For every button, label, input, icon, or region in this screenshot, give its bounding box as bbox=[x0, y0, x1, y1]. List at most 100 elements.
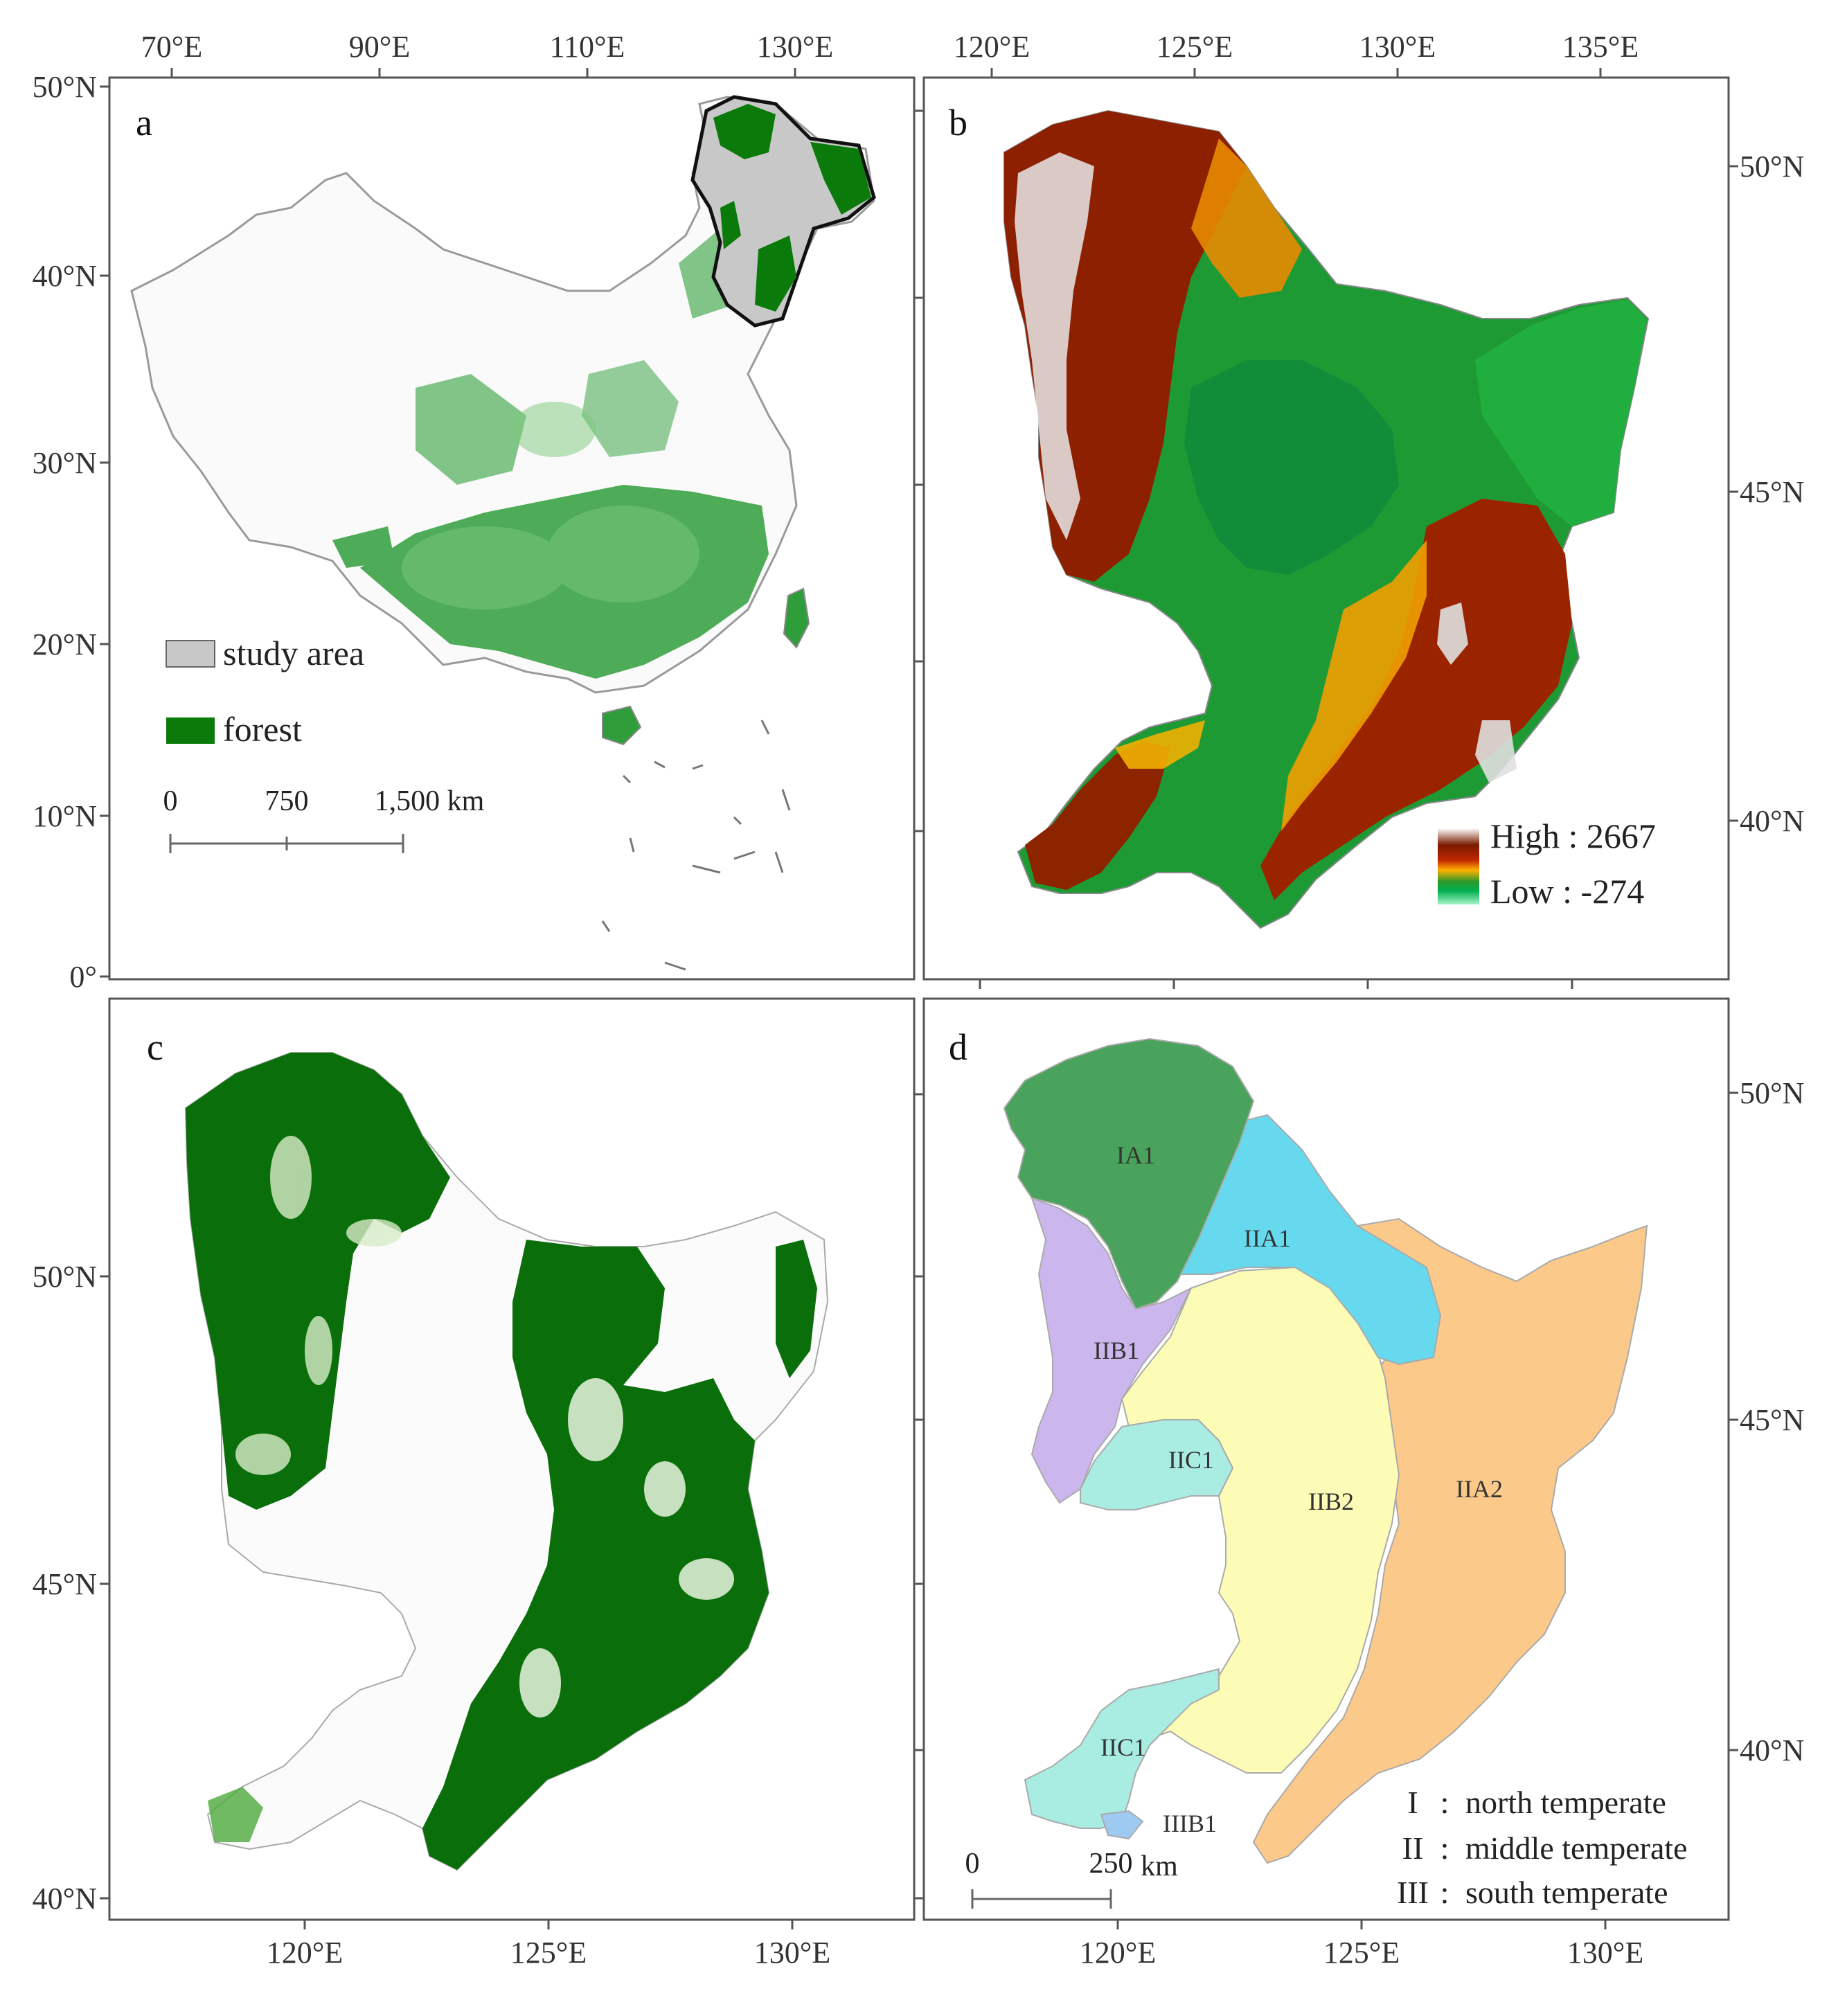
zone-separator: : bbox=[1440, 1830, 1449, 1866]
scale-label-zero: 0 bbox=[965, 1848, 980, 1880]
dem-sw-mountains bbox=[1025, 741, 1170, 890]
panel-c-left-axis: 50°N 45°N 40°N bbox=[33, 1260, 109, 1916]
tick-label-lon: 125°E bbox=[1157, 30, 1233, 64]
elevation-legend: High : 2667 Low : -274 bbox=[1438, 817, 1656, 911]
region-label-iib1: IIB1 bbox=[1094, 1337, 1139, 1364]
elevation-color-ramp bbox=[1438, 828, 1479, 904]
scale-label-end: 250 bbox=[1089, 1848, 1133, 1880]
dem-sw-orange bbox=[1115, 720, 1205, 769]
region-ia1 bbox=[1003, 1037, 1255, 1310]
region-iia1 bbox=[1176, 1114, 1442, 1366]
panel-b: b 120°E 125°E 130°E 135°E 50°N 45°N 40°N bbox=[922, 30, 1804, 989]
panel-a-legend: study area forest bbox=[166, 634, 364, 749]
legend-label-forest: forest bbox=[223, 710, 302, 749]
panel-d-letter: d bbox=[949, 1026, 967, 1068]
temperate-zone-key: I : north temperate II : middle temperat… bbox=[1397, 1785, 1688, 1910]
region-labels: IA1 IIA1 IIB1 IIC1 IIB2 IIA2 IIC1 IIIB1 bbox=[1094, 1141, 1503, 1837]
panel-a: a 70°E 90°E 110°E 130°E 50°N 40°N 30°N 2… bbox=[33, 30, 924, 994]
legend-swatch-forest bbox=[166, 717, 215, 744]
zone-name: middle temperate bbox=[1465, 1830, 1688, 1866]
study-area-forest bbox=[713, 104, 871, 312]
zone-numeral: II bbox=[1402, 1830, 1424, 1866]
panel-b-top-axis: 120°E 125°E 130°E 135°E bbox=[954, 30, 1639, 78]
tick-label-lat: 40°N bbox=[1740, 804, 1804, 838]
region-label-iib2: IIB2 bbox=[1308, 1488, 1354, 1515]
zone-numeral: III bbox=[1397, 1875, 1429, 1910]
zone-name: south temperate bbox=[1465, 1875, 1668, 1910]
panel-d: d 50°N 45°N 40°N 120°E 125°E 130°E bbox=[914, 997, 1804, 1970]
region-iic1-north bbox=[1080, 1419, 1234, 1510]
tick-label-lat: 10°N bbox=[33, 799, 97, 833]
zone-separator: : bbox=[1440, 1785, 1449, 1820]
tick-label-lon: 130°E bbox=[754, 1936, 830, 1970]
region-label-ia1: IA1 bbox=[1116, 1141, 1155, 1169]
panel-d-left-ticks bbox=[914, 1093, 924, 1900]
forest-east bbox=[422, 1240, 769, 1870]
region-iiib1 bbox=[1100, 1810, 1144, 1840]
region-label-iia2: IIA2 bbox=[1456, 1475, 1503, 1503]
scale-label-end: 1,500 km bbox=[375, 785, 485, 817]
region-label-iiib1: IIIB1 bbox=[1163, 1810, 1217, 1837]
region-iib1 bbox=[1030, 1197, 1193, 1504]
tick-label-lon: 130°E bbox=[1359, 30, 1436, 64]
forest-southwest bbox=[208, 1787, 263, 1842]
tick-label-lat: 45°N bbox=[1740, 1403, 1804, 1437]
tick-label-lat: 45°N bbox=[33, 1567, 97, 1601]
legend-label-study-area: study area bbox=[223, 634, 364, 672]
elevation-low-label: Low : -274 bbox=[1490, 872, 1644, 911]
tick-label-lon: 130°E bbox=[1567, 1936, 1643, 1970]
light-forest-texture bbox=[402, 402, 699, 609]
elevation-high-label: High : 2667 bbox=[1490, 817, 1656, 855]
region-iic1-south bbox=[1024, 1668, 1220, 1829]
tick-label-lat: 50°N bbox=[33, 1260, 97, 1294]
tick-label-lon: 120°E bbox=[1080, 1936, 1156, 1970]
tick-label-lon: 125°E bbox=[510, 1936, 587, 1970]
tick-label-lat: 0° bbox=[69, 960, 97, 994]
scale-label-mid: 750 bbox=[265, 785, 309, 817]
tick-label-lat: 50°N bbox=[33, 70, 97, 104]
scale-label-unit: km bbox=[1141, 1850, 1178, 1882]
panel-d-bottom-axis: 120°E 125°E 130°E bbox=[1080, 1920, 1643, 1970]
tick-label-lat: 20°N bbox=[33, 627, 97, 661]
south-sea-islands bbox=[601, 720, 791, 971]
dem-orange-band-east bbox=[1281, 540, 1427, 831]
panel-b-right-axis: 50°N 45°N 40°N bbox=[1729, 150, 1804, 838]
tick-label-lon: 125°E bbox=[1323, 1936, 1400, 1970]
forest-northeast bbox=[776, 1240, 817, 1378]
dem-east-lowland bbox=[1475, 299, 1647, 526]
panel-c: c 50°N 45°N 40°N 120°E 125°E 130°E bbox=[33, 997, 916, 1970]
panel-c-bottom-axis: 120°E 125°E 130°E bbox=[267, 1920, 830, 1970]
dem-high-east bbox=[1260, 499, 1572, 900]
tick-label-lon: 110°E bbox=[550, 30, 625, 64]
dem-central-plain bbox=[1184, 360, 1399, 575]
tick-label-lat: 30°N bbox=[33, 446, 97, 480]
region-iia2 bbox=[1252, 1217, 1648, 1864]
tick-label-lon: 135°E bbox=[1562, 30, 1639, 64]
panel-b-letter: b bbox=[949, 102, 967, 143]
panel-b-bottom-ticks bbox=[979, 979, 1573, 989]
tick-label-lon: 70°E bbox=[141, 30, 202, 64]
region-label-iic1-north: IIC1 bbox=[1168, 1446, 1214, 1474]
tick-label-lat: 45°N bbox=[1740, 475, 1804, 509]
tick-label-lat: 50°N bbox=[1740, 1076, 1804, 1110]
tick-label-lat: 50°N bbox=[1740, 150, 1804, 184]
zone-numeral: I bbox=[1407, 1785, 1418, 1820]
tick-label-lat: 40°N bbox=[33, 259, 97, 293]
hainan-island bbox=[602, 705, 642, 746]
legend-swatch-study-area bbox=[166, 640, 215, 668]
region-label-iic1-south: IIC1 bbox=[1100, 1733, 1146, 1761]
panel-a-right-ticks bbox=[914, 109, 924, 832]
panel-d-right-axis: 50°N 45°N 40°N bbox=[1729, 1076, 1804, 1767]
dem-peaks-west bbox=[1015, 152, 1094, 540]
tick-label-lon: 130°E bbox=[757, 30, 833, 64]
panel-a-letter: a bbox=[136, 102, 152, 143]
zone-separator: : bbox=[1440, 1875, 1449, 1910]
panel-a-left-axis: 50°N 40°N 30°N 20°N 10°N 0° bbox=[33, 70, 109, 994]
panel-c-letter: c bbox=[147, 1026, 163, 1068]
region-label-iia1: IIA1 bbox=[1244, 1224, 1291, 1252]
panel-a-scale-bar: 0 750 1,500 km bbox=[163, 785, 485, 853]
dem-peaks-east bbox=[1437, 603, 1517, 783]
scale-label-zero: 0 bbox=[163, 785, 178, 817]
panel-d-scale-bar: 0 250 km bbox=[965, 1848, 1178, 1909]
